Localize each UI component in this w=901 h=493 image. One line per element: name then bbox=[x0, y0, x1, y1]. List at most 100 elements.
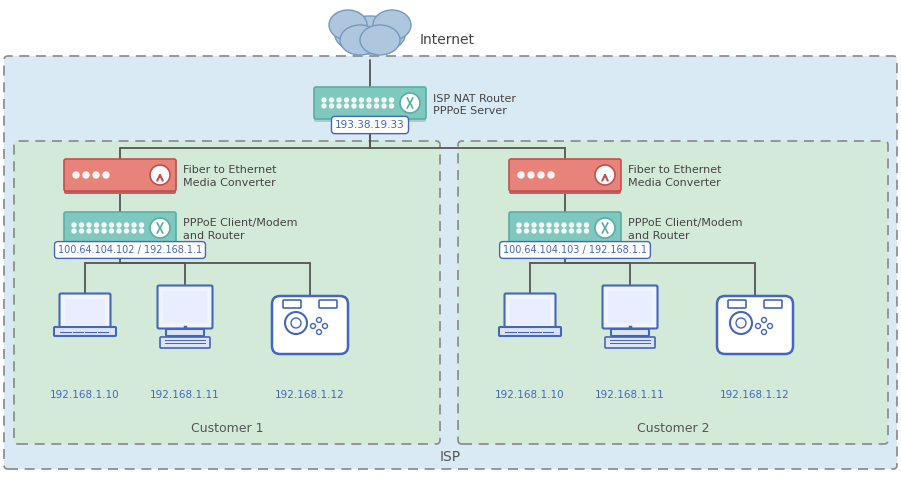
Circle shape bbox=[124, 223, 129, 227]
FancyBboxPatch shape bbox=[605, 337, 655, 348]
Circle shape bbox=[538, 172, 544, 178]
Circle shape bbox=[73, 172, 79, 178]
Circle shape bbox=[87, 229, 91, 233]
Circle shape bbox=[375, 98, 378, 102]
FancyBboxPatch shape bbox=[59, 293, 111, 331]
Circle shape bbox=[352, 104, 356, 108]
Circle shape bbox=[83, 172, 89, 178]
Circle shape bbox=[322, 104, 326, 108]
Text: 192.168.1.11: 192.168.1.11 bbox=[596, 390, 665, 400]
Circle shape bbox=[79, 223, 84, 227]
Text: Fiber to Ethernet: Fiber to Ethernet bbox=[628, 165, 722, 175]
FancyBboxPatch shape bbox=[728, 300, 746, 308]
FancyBboxPatch shape bbox=[64, 212, 176, 247]
Circle shape bbox=[730, 312, 752, 334]
Circle shape bbox=[528, 172, 534, 178]
FancyBboxPatch shape bbox=[65, 299, 105, 326]
Text: PPPoE Client/Modem: PPPoE Client/Modem bbox=[628, 218, 742, 228]
Circle shape bbox=[132, 229, 136, 233]
Circle shape bbox=[540, 229, 543, 233]
Circle shape bbox=[389, 104, 394, 108]
Text: 192.168.1.12: 192.168.1.12 bbox=[720, 390, 790, 400]
Circle shape bbox=[337, 104, 341, 108]
Circle shape bbox=[517, 229, 521, 233]
Text: and Router: and Router bbox=[183, 231, 245, 241]
FancyBboxPatch shape bbox=[314, 87, 426, 119]
Circle shape bbox=[330, 104, 333, 108]
Circle shape bbox=[344, 104, 349, 108]
Circle shape bbox=[291, 318, 301, 328]
Ellipse shape bbox=[360, 25, 400, 55]
Circle shape bbox=[577, 229, 581, 233]
Circle shape bbox=[768, 323, 772, 328]
Circle shape bbox=[102, 229, 106, 233]
Circle shape bbox=[382, 98, 386, 102]
Circle shape bbox=[548, 172, 554, 178]
Circle shape bbox=[322, 98, 326, 102]
Circle shape bbox=[150, 218, 170, 238]
Ellipse shape bbox=[335, 16, 405, 54]
Circle shape bbox=[367, 104, 371, 108]
Ellipse shape bbox=[329, 10, 367, 40]
Circle shape bbox=[761, 317, 767, 322]
FancyBboxPatch shape bbox=[499, 327, 561, 336]
Circle shape bbox=[285, 312, 307, 334]
Text: 100.64.104.103 / 192.168.1.1: 100.64.104.103 / 192.168.1.1 bbox=[503, 245, 647, 255]
Circle shape bbox=[72, 223, 76, 227]
Text: 100.64.104.102 / 192.168.1.1: 100.64.104.102 / 192.168.1.1 bbox=[58, 245, 202, 255]
Circle shape bbox=[95, 229, 98, 233]
Text: PPPoE Server: PPPoE Server bbox=[433, 106, 507, 116]
Text: 192.168.1.12: 192.168.1.12 bbox=[275, 390, 345, 400]
Circle shape bbox=[518, 172, 524, 178]
FancyBboxPatch shape bbox=[509, 159, 621, 191]
Circle shape bbox=[517, 223, 521, 227]
FancyBboxPatch shape bbox=[603, 285, 658, 328]
Circle shape bbox=[344, 98, 349, 102]
Circle shape bbox=[595, 218, 615, 238]
Circle shape bbox=[95, 223, 98, 227]
Ellipse shape bbox=[340, 25, 380, 55]
Circle shape bbox=[316, 329, 322, 334]
Circle shape bbox=[736, 318, 746, 328]
FancyBboxPatch shape bbox=[458, 141, 888, 444]
Text: ISP NAT Router: ISP NAT Router bbox=[433, 94, 516, 104]
Circle shape bbox=[367, 98, 371, 102]
Circle shape bbox=[140, 223, 143, 227]
Circle shape bbox=[103, 172, 109, 178]
Circle shape bbox=[532, 229, 536, 233]
FancyBboxPatch shape bbox=[319, 300, 337, 308]
Circle shape bbox=[87, 223, 91, 227]
FancyBboxPatch shape bbox=[509, 212, 621, 244]
FancyBboxPatch shape bbox=[166, 329, 204, 336]
Circle shape bbox=[330, 98, 333, 102]
Text: ISP: ISP bbox=[440, 450, 461, 464]
Circle shape bbox=[150, 165, 170, 185]
Circle shape bbox=[352, 98, 356, 102]
FancyBboxPatch shape bbox=[158, 285, 213, 328]
Circle shape bbox=[323, 323, 327, 328]
Circle shape bbox=[547, 229, 551, 233]
FancyBboxPatch shape bbox=[510, 299, 550, 326]
FancyBboxPatch shape bbox=[64, 212, 176, 244]
Circle shape bbox=[110, 223, 114, 227]
Text: Internet: Internet bbox=[420, 33, 475, 47]
FancyBboxPatch shape bbox=[764, 300, 782, 308]
Circle shape bbox=[761, 329, 767, 334]
Circle shape bbox=[316, 317, 322, 322]
Circle shape bbox=[532, 223, 536, 227]
FancyBboxPatch shape bbox=[163, 291, 207, 323]
Circle shape bbox=[375, 104, 378, 108]
FancyBboxPatch shape bbox=[509, 212, 621, 247]
Text: 192.168.1.10: 192.168.1.10 bbox=[50, 390, 120, 400]
Circle shape bbox=[359, 104, 363, 108]
Circle shape bbox=[117, 229, 121, 233]
Circle shape bbox=[585, 223, 588, 227]
Circle shape bbox=[585, 229, 588, 233]
Circle shape bbox=[562, 229, 566, 233]
Circle shape bbox=[756, 323, 760, 328]
Circle shape bbox=[72, 229, 76, 233]
Circle shape bbox=[524, 223, 529, 227]
Text: 193.38.19.33: 193.38.19.33 bbox=[335, 120, 405, 130]
FancyBboxPatch shape bbox=[314, 87, 426, 122]
Text: and Router: and Router bbox=[628, 231, 689, 241]
